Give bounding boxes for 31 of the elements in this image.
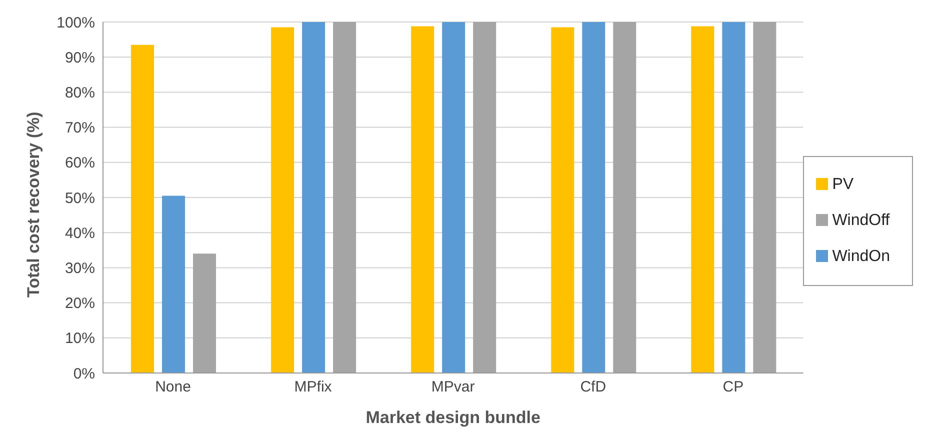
y-tick-label: 70%	[64, 120, 95, 137]
bar	[551, 27, 574, 373]
x-tick-label: MPvar	[431, 378, 475, 396]
y-tick-label: 50%	[64, 190, 95, 207]
y-tick-label: 100%	[56, 14, 95, 32]
legend-label: PV	[832, 176, 854, 192]
y-tick-label: 0%	[73, 365, 95, 382]
bar	[271, 27, 294, 373]
y-axis-title: Total cost recovery (%)	[24, 112, 44, 298]
bar	[582, 22, 606, 373]
bar	[411, 26, 434, 373]
y-tick-label: 20%	[64, 295, 95, 312]
legend-label: WindOn	[832, 248, 890, 264]
bar	[131, 44, 154, 373]
bar	[442, 22, 466, 373]
y-tick-label: 90%	[64, 49, 95, 66]
y-tick-label: 60%	[64, 154, 95, 172]
y-tick-label: 10%	[64, 330, 95, 348]
bar	[302, 22, 326, 373]
y-tick-label: 30%	[64, 260, 95, 278]
bar	[162, 196, 186, 373]
x-tick-label: CfD	[580, 378, 606, 396]
x-tick-label: None	[155, 378, 191, 396]
y-tick-label: 40%	[64, 224, 95, 242]
x-axis-title: Market design bundle	[366, 408, 540, 427]
x-tick-label: MPfix	[294, 378, 332, 396]
legend-label: WindOff	[832, 212, 890, 228]
x-tick-label: CP	[722, 378, 744, 396]
y-tick-label: 80%	[64, 84, 95, 102]
bar	[691, 26, 714, 373]
bar	[722, 22, 746, 373]
